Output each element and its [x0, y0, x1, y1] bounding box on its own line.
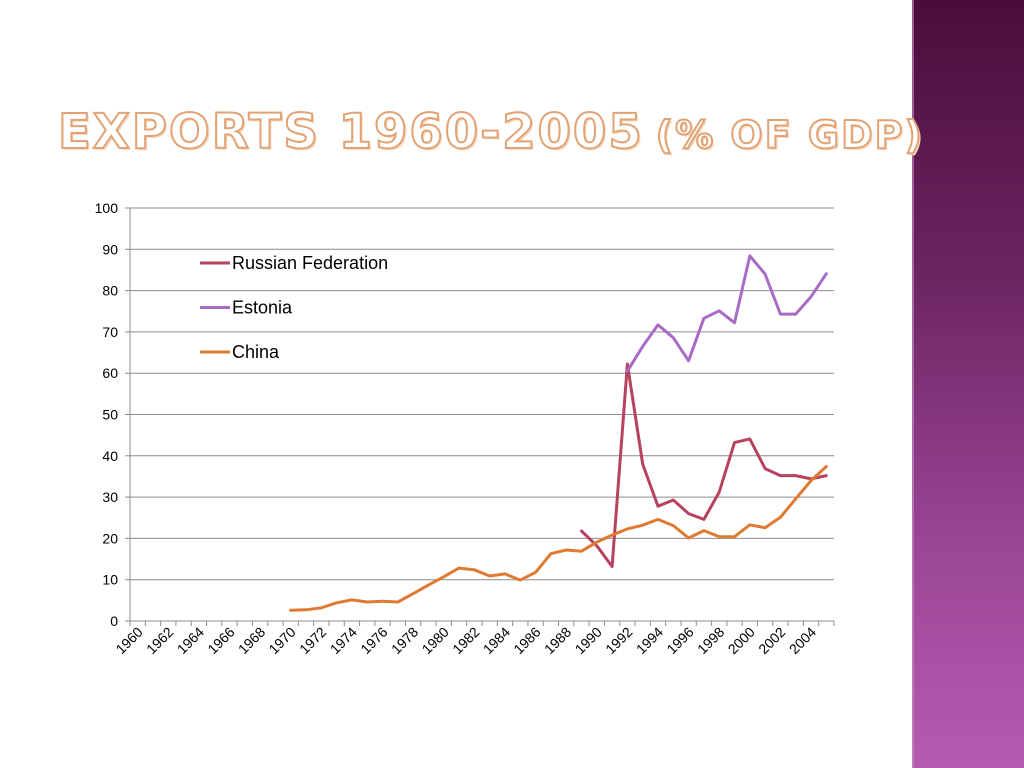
x-tick-label-1968: 1968 [235, 624, 268, 657]
legend-label-estonia: Estonia [232, 298, 293, 318]
legend: Russian Federation Estonia China [200, 253, 388, 362]
y-tick-label-60: 60 [102, 365, 118, 381]
x-tick-label-1996: 1996 [663, 624, 696, 657]
x-tick-label-2002: 2002 [755, 624, 788, 657]
y-tick-label-80: 80 [102, 283, 118, 299]
x-tick-label-1988: 1988 [541, 624, 574, 657]
axes [125, 207, 835, 626]
x-tick-label-1990: 1990 [572, 624, 605, 657]
x-tick-label-1994: 1994 [633, 624, 666, 657]
x-tick-labels: 1960196219641966196819701972197419761978… [112, 624, 819, 657]
x-tick-label-1972: 1972 [296, 624, 329, 657]
x-tick-label-1962: 1962 [143, 624, 176, 657]
x-tick-label-1974: 1974 [327, 624, 360, 657]
y-tick-label-90: 90 [102, 241, 118, 257]
x-tick-label-1978: 1978 [388, 624, 421, 657]
y-tick-label-20: 20 [102, 530, 118, 546]
legend-label-russian-federation: Russian Federation [232, 253, 388, 273]
series-line-china [289, 465, 828, 612]
line-chart: 0 10 20 30 40 50 60 70 80 90 100 19601962196419661… [95, 200, 835, 657]
x-tick-label-1970: 1970 [265, 624, 298, 657]
series-line-estonia [625, 254, 828, 373]
x-tick-label-1992: 1992 [602, 624, 635, 657]
series-lines [289, 254, 828, 612]
legend-label-china: China [232, 342, 280, 362]
x-tick-label-1976: 1976 [357, 624, 390, 657]
x-tick-label-1984: 1984 [480, 624, 513, 657]
y-tick-label-10: 10 [102, 572, 118, 588]
x-tick-label-1982: 1982 [449, 624, 482, 657]
y-tick-label-40: 40 [102, 448, 118, 464]
x-tick-label-1980: 1980 [419, 624, 452, 657]
y-tick-label-30: 30 [102, 489, 118, 505]
decorative-sidebar [912, 0, 1024, 768]
slide-title: EXPORTS 1960-2005 (% OF GDP) [57, 103, 924, 161]
title-main: EXPORTS 1960-2005 [57, 103, 644, 161]
gridlines [130, 207, 834, 581]
title-subtitle: (% OF GDP) [655, 112, 924, 158]
x-tick-label-2004: 2004 [786, 624, 819, 657]
x-tick-label-1986: 1986 [510, 624, 543, 657]
y-tick-label-100: 100 [95, 200, 119, 216]
y-tick-label-0: 0 [110, 613, 118, 629]
y-tick-label-50: 50 [102, 407, 118, 423]
x-tick-label-2000: 2000 [725, 624, 758, 657]
x-tick-label-1966: 1966 [204, 624, 237, 657]
series-line-russian-federation [580, 362, 828, 568]
y-tick-labels: 0 10 20 30 40 50 60 70 80 90 100 [95, 200, 119, 629]
y-tick-label-70: 70 [102, 324, 118, 340]
x-tick-label-1998: 1998 [694, 624, 727, 657]
x-tick-label-1964: 1964 [174, 624, 207, 657]
